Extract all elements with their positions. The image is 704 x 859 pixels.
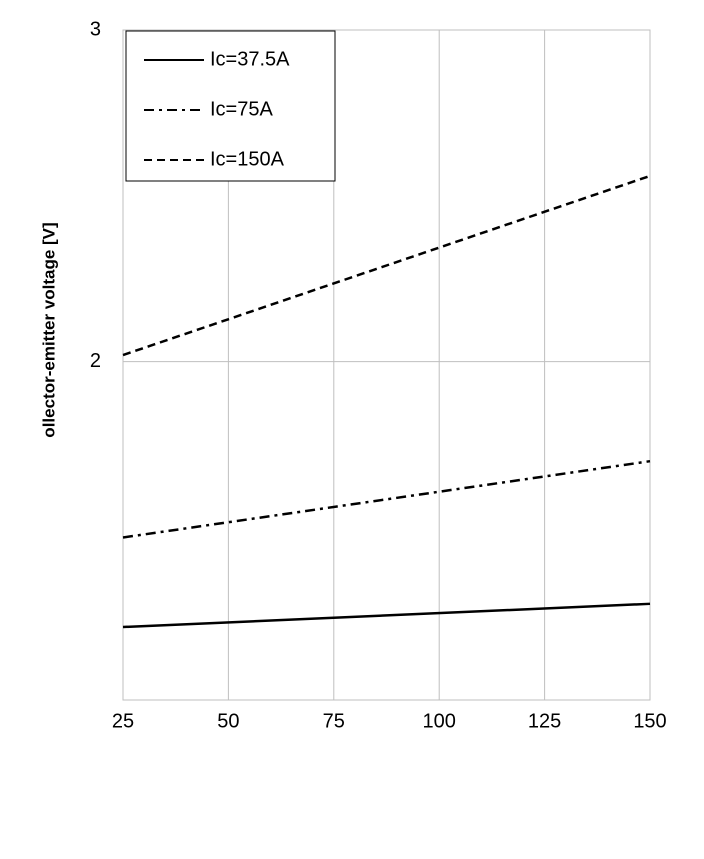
legend-box (125, 30, 336, 182)
series-line (122, 459, 651, 539)
series-line (122, 174, 651, 357)
series-line (122, 602, 651, 629)
legend-label: Ic=150A (210, 148, 285, 170)
x-tick-label: 150 (633, 710, 666, 732)
x-tick-label: 125 (528, 710, 561, 732)
y-tick-label: 2 (90, 350, 101, 372)
y-axis-label: ollector-emitter voltage [V] (39, 222, 58, 437)
legend-label: Ic=37.5A (210, 48, 290, 70)
x-tick-label: 50 (217, 710, 239, 732)
y-tick-label: 3 (90, 18, 101, 40)
x-tick-label: 75 (323, 710, 345, 732)
x-tick-label: 25 (112, 710, 134, 732)
legend-label: Ic=75A (210, 98, 273, 120)
x-tick-label: 100 (423, 710, 456, 732)
